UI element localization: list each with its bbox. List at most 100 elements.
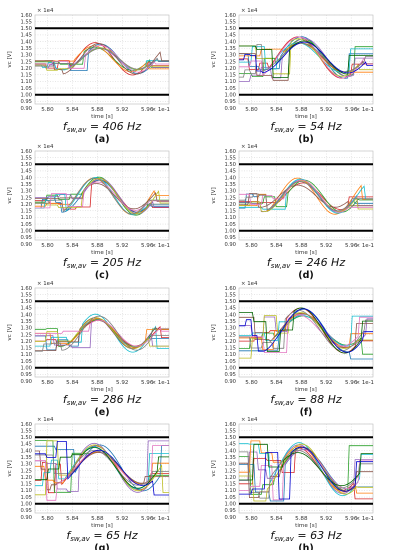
y-tick-label: 1.60 (20, 286, 32, 292)
y-tick-label: 1.30 (20, 53, 32, 59)
series-line (35, 319, 169, 347)
y-tick-label: 1.30 (20, 462, 32, 468)
caption-main: f (63, 120, 69, 133)
series-line (239, 180, 373, 213)
x-tick-label: 5.84 (270, 243, 283, 249)
x-tick-label: 5.96 (141, 380, 154, 386)
traces (239, 36, 373, 82)
caption-main: f (267, 256, 273, 269)
series-line (35, 450, 169, 486)
x-tick-label: 5.92 (116, 516, 128, 522)
caption-rest: = 286 Hz (86, 393, 141, 406)
series-line (239, 184, 373, 208)
series-line (35, 183, 169, 210)
series-line (239, 446, 373, 500)
y-tick-label: 1.05 (20, 359, 32, 365)
caption-sub: sw,av (67, 126, 87, 134)
y-tick-label: 1.45 (224, 306, 236, 312)
traces (35, 42, 169, 76)
y-axis-label: vc [V] (211, 460, 217, 476)
panel-c: 1.601.551.501.451.401.351.301.251.201.15… (7, 144, 170, 281)
y-tick-label: 1.40 (20, 312, 32, 318)
caption-sub: sw,av (271, 262, 291, 270)
y-tick-label: 0.90 (224, 515, 236, 521)
panel-caption: fsw,av = 286 Hz (63, 393, 141, 407)
x-axis-label: time [s] (295, 523, 317, 529)
series-line (35, 178, 169, 215)
y-tick-label: 1.40 (224, 175, 236, 181)
series-line (239, 181, 373, 212)
y-tick-label: 1.25 (20, 59, 32, 65)
y-tick-label: 1.00 (224, 93, 236, 99)
y-tick-label: 1.15 (224, 209, 236, 215)
x-tick-label: 5.84 (66, 243, 79, 249)
x-tick-label: 5.92 (116, 243, 128, 249)
y-tick-label: 1.25 (224, 59, 236, 65)
x-tick-label: 5.88 (91, 243, 104, 249)
panel-caption: fsw,av = 205 Hz (63, 256, 141, 270)
y-tick-label: 1.20 (224, 202, 236, 208)
x-axis-label: time [s] (295, 114, 317, 120)
x-tick-label: 5.88 (295, 107, 308, 113)
x-tick-label: 5.80 (245, 243, 258, 249)
x-multiplier: × 1e-1 (356, 107, 374, 113)
series-line (239, 36, 373, 79)
y-tick-label: 1.40 (20, 448, 32, 454)
y-tick-label: 1.50 (224, 435, 236, 441)
y-tick-label: 1.30 (224, 462, 236, 468)
y-tick-label: 1.45 (224, 442, 236, 448)
y-tick-label: 1.40 (20, 175, 32, 181)
y-tick-label: 1.40 (20, 39, 32, 45)
y-tick-label: 1.20 (20, 202, 32, 208)
y-tick-label: 1.55 (224, 19, 236, 25)
series-line (35, 48, 169, 70)
y-tick-label: 1.00 (224, 502, 236, 508)
y-tick-label: 1.60 (224, 13, 236, 19)
y-tick-label: 1.60 (224, 422, 236, 428)
series-line (239, 443, 373, 502)
y-tick-label: 1.55 (224, 428, 236, 434)
caption-main: f (66, 529, 72, 542)
y-tick-label: 1.45 (224, 169, 236, 175)
y-multiplier: × 1e4 (37, 8, 54, 14)
y-tick-label: 0.90 (224, 106, 236, 112)
y-tick-label: 1.10 (224, 352, 236, 358)
traces (35, 313, 169, 353)
caption-rest: = 205 Hz (86, 256, 141, 269)
y-tick-label: 0.90 (20, 515, 32, 521)
x-tick-label: 5.80 (245, 380, 258, 386)
caption-main: f (270, 393, 276, 406)
y-tick-label: 1.35 (224, 182, 236, 188)
traces (239, 307, 373, 360)
y-tick-label: 1.20 (20, 339, 32, 345)
x-tick-label: 5.88 (91, 516, 104, 522)
series-line (239, 177, 373, 215)
x-axis-label: time [s] (91, 250, 113, 256)
x-tick-label: 5.92 (116, 107, 128, 113)
y-tick-label: 1.05 (20, 222, 32, 228)
series-line (239, 315, 373, 346)
y-axis-label: vc [V] (7, 324, 13, 340)
caption-main: f (63, 393, 69, 406)
panel-d: 1.601.551.501.451.401.351.301.251.201.15… (211, 144, 374, 281)
x-tick-label: 5.84 (66, 107, 79, 113)
caption-sub: sw,av (67, 262, 87, 270)
y-tick-label: 0.90 (20, 379, 32, 385)
y-tick-label: 1.55 (224, 155, 236, 161)
y-tick-label: 1.15 (224, 346, 236, 352)
y-tick-label: 1.40 (224, 312, 236, 318)
y-axis-label: vc [V] (211, 187, 217, 203)
x-tick-label: 5.92 (320, 380, 332, 386)
y-tick-label: 1.30 (224, 326, 236, 332)
y-tick-label: 1.55 (20, 19, 32, 25)
y-tick-label: 1.60 (20, 422, 32, 428)
panel-caption: fsw,av = 246 Hz (267, 256, 345, 270)
y-axis-label: vc [V] (7, 51, 13, 67)
y-tick-label: 1.00 (20, 366, 32, 372)
y-tick-label: 1.20 (20, 66, 32, 72)
x-tick-label: 5.92 (116, 380, 128, 386)
y-tick-label: 1.30 (20, 326, 32, 332)
panel-label: (e) (94, 407, 109, 418)
y-multiplier: × 1e4 (241, 281, 258, 287)
series-line (35, 45, 169, 73)
